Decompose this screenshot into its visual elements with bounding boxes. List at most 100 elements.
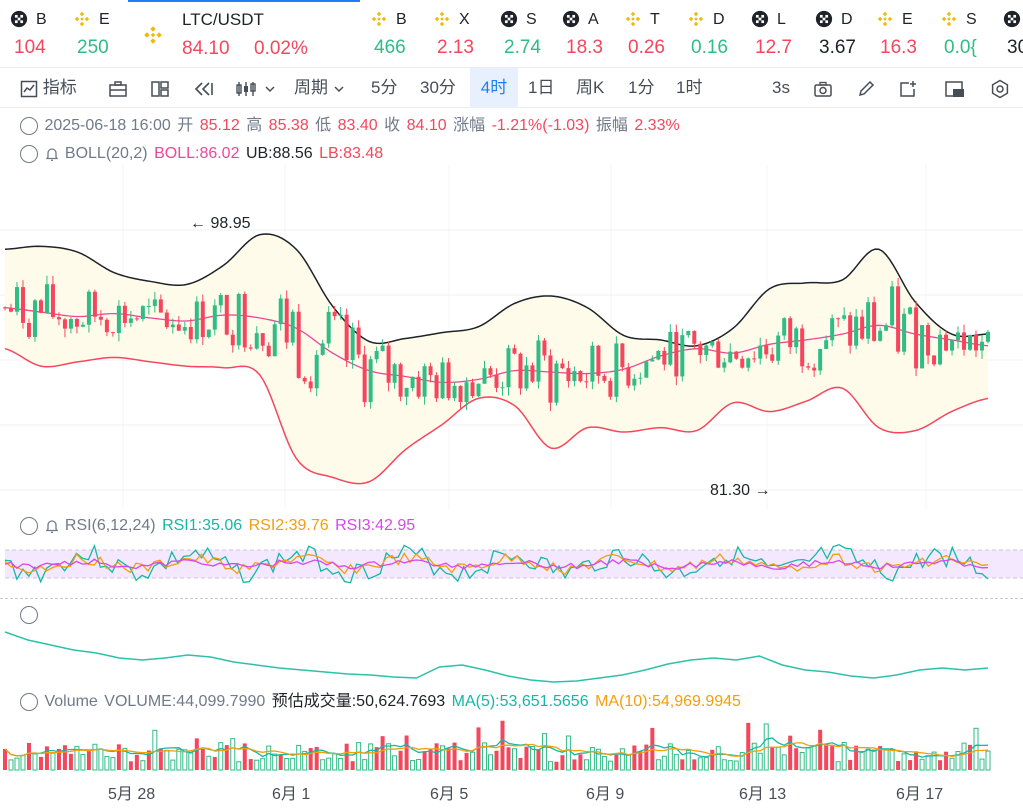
ticker-symbol: E [99,11,110,28]
volume-bar [374,747,379,770]
candle-body [572,371,577,382]
bell-icon[interactable] [44,518,60,534]
volume-bar [452,742,457,770]
volume-bar [848,759,853,770]
candle-body [458,385,463,403]
binance-icon [625,11,641,27]
ticker-item[interactable]: S 0.0{ [930,0,993,67]
ticker-item[interactable]: 30 [993,0,1023,67]
candle-body [566,368,571,382]
interval-1w[interactable]: 周K [576,78,605,97]
camera-icon [814,81,832,97]
candle-body [410,376,415,388]
candle-body [722,362,727,368]
volume-bar [506,747,511,770]
ticker-item[interactable]: D 3.67 [805,0,866,67]
candle-body [314,354,319,389]
binance-icon [688,11,704,27]
candle-body [800,328,805,367]
volume-bar [595,748,601,771]
date-tick-label: 6月 9 [586,786,625,803]
candle-body [968,334,973,350]
ticker-item[interactable]: E 16.3 [866,0,930,67]
candle-body [182,327,187,331]
candle-body [86,291,91,325]
ticker-item[interactable]: E 250 [63,0,128,67]
volume-bar [638,751,643,770]
interval-1d[interactable]: 1日 [528,78,555,97]
candle-body [158,299,163,313]
ticker-item[interactable]: X 2.13 [423,0,490,67]
draw-button[interactable] [857,68,877,108]
period-dropdown[interactable]: 周期 [294,68,345,108]
screenshot-button[interactable] [813,68,833,108]
candle-body [344,314,349,361]
collapse-chevron-icon[interactable] [20,116,38,135]
settings-button[interactable] [990,68,1010,108]
ticker-item[interactable]: L 12.7 [741,0,805,67]
volume-bar [320,759,326,771]
fullscreen-button[interactable] [944,68,966,108]
rsi1-value: RSI1:35.06 [162,517,243,534]
volume-bar [140,760,146,771]
candle-body [884,325,889,331]
expand-pane-button[interactable] [20,606,42,624]
ticker-item[interactable]: A 18.3 [552,0,614,67]
indicators-button[interactable]: 指标 [20,68,77,108]
volume-bar [428,749,433,770]
candle-body [248,347,253,349]
extra-indicator-chart[interactable] [0,620,1023,685]
candle-body [848,315,853,346]
collapse-chevron-icon[interactable] [20,692,38,711]
bell-icon[interactable] [44,146,60,162]
rsi-chart[interactable] [0,540,1023,590]
template-button[interactable] [108,68,128,108]
interval-4h[interactable]: 4时 [470,68,518,108]
crypto-icon-dark [562,10,580,28]
replay-button[interactable] [192,68,214,108]
collapse-chevron-icon[interactable] [20,516,38,535]
volume-bar [541,733,547,771]
ticker-symbol: T [650,11,660,28]
ticker-symbol: L [777,11,786,28]
candle-body [242,293,247,348]
volume-bar [56,748,61,770]
price-chart[interactable] [0,165,1023,510]
collapse-chevron-icon[interactable] [20,144,38,163]
ticker-bar[interactable]: B 104 E 250 LTC/USDT 84.10 0.02% B 466 X 2.13 S 2.74… [0,0,1023,68]
volume-bar [14,757,20,771]
ticker-item[interactable]: B 104 [0,0,63,67]
ticker-item[interactable]: S 2.74 [490,0,552,67]
ticker-item[interactable]: B 466 [360,0,423,67]
interval-30m[interactable]: 30分 [420,78,456,97]
ticker-item[interactable]: T 0.26 [614,0,677,67]
volume-bar [350,761,355,770]
volume-bar [824,743,829,770]
candle-body [806,366,811,368]
volume-chart[interactable] [0,716,1023,772]
candle-body [818,348,823,371]
candle-body [218,294,223,306]
candle-body [206,329,211,338]
layout-button[interactable] [150,68,170,108]
candle-body [416,376,421,397]
volume-bar [547,761,553,771]
candle-body [596,345,601,376]
candle-body [302,377,307,382]
rsi1-line [4,543,989,584]
volume-bar [308,748,313,770]
add-window-button[interactable] [898,68,918,108]
candle-body [770,354,775,361]
ticker-price: 2.13 [437,37,474,58]
ticker-item[interactable]: D 0.16 [677,0,741,67]
refresh-interval[interactable]: 3s [772,78,790,97]
interval-1h[interactable]: 1时 [676,78,703,97]
interval-5m[interactable]: 5分 [371,78,398,97]
candle-body [272,324,277,357]
candle-body [554,363,559,403]
candle-body [506,348,511,388]
interval-1min[interactable]: 1分 [628,78,655,97]
ticker-item-active[interactable]: LTC/USDT 84.10 0.02% [128,0,360,67]
chart-type-dropdown[interactable] [235,68,276,108]
